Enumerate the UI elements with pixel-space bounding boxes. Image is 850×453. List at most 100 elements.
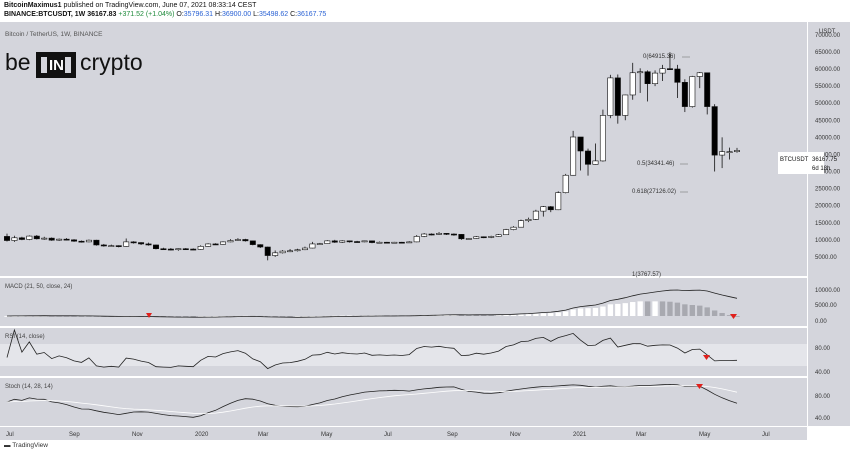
candle[interactable] [473, 236, 480, 239]
candle[interactable] [577, 136, 584, 171]
candle[interactable] [220, 241, 227, 245]
candle[interactable] [510, 226, 517, 231]
price-pane[interactable] [0, 22, 807, 276]
candle[interactable] [301, 246, 308, 251]
candle[interactable] [413, 235, 420, 243]
candle[interactable] [152, 244, 159, 250]
candle[interactable] [622, 94, 629, 121]
candle[interactable] [689, 75, 696, 108]
candle[interactable] [488, 235, 495, 239]
candle[interactable] [331, 239, 338, 243]
candle[interactable] [436, 231, 443, 235]
candle[interactable] [644, 70, 651, 102]
candle[interactable] [339, 240, 346, 243]
candle[interactable] [540, 206, 547, 217]
candle[interactable] [138, 242, 145, 245]
candle[interactable] [391, 241, 398, 244]
candle[interactable] [696, 72, 703, 89]
candle[interactable] [734, 147, 740, 153]
candle[interactable] [242, 238, 249, 242]
candle[interactable] [227, 239, 234, 243]
candle[interactable] [719, 137, 726, 169]
candle[interactable] [666, 52, 673, 70]
candle[interactable] [674, 64, 681, 99]
candle[interactable] [11, 235, 18, 242]
candle[interactable] [480, 236, 487, 239]
candle[interactable] [324, 240, 331, 244]
candle[interactable] [287, 249, 294, 253]
stoch-pane[interactable] [0, 378, 807, 426]
candle[interactable] [41, 236, 48, 240]
candle[interactable] [115, 245, 122, 248]
candle[interactable] [450, 233, 457, 236]
candle[interactable] [361, 240, 368, 243]
candle[interactable] [614, 74, 621, 124]
candle[interactable] [555, 191, 562, 211]
candle[interactable] [652, 70, 659, 87]
candle[interactable] [421, 233, 428, 238]
candle[interactable] [145, 242, 152, 246]
candle[interactable] [704, 72, 711, 115]
candle[interactable] [71, 239, 78, 242]
candle[interactable] [56, 238, 63, 241]
candle[interactable] [279, 250, 286, 254]
candle[interactable] [458, 234, 465, 240]
symbol-label[interactable]: BINANCE:BTCUSDT, 1W [4, 11, 86, 18]
candle[interactable] [562, 173, 569, 194]
candle[interactable] [406, 241, 413, 244]
chart-canvas[interactable]: Bitcoin / TetherUS, 1W, BINANCE be IN cr… [0, 22, 850, 440]
candle[interactable] [570, 130, 577, 176]
candle[interactable] [532, 209, 539, 221]
time-axis[interactable] [0, 427, 807, 440]
candle[interactable] [160, 247, 167, 251]
candle[interactable] [629, 62, 636, 100]
candle[interactable] [167, 248, 174, 251]
candle[interactable] [130, 241, 137, 244]
candle[interactable] [93, 239, 100, 246]
price-axis[interactable] [808, 22, 850, 426]
candle[interactable] [503, 228, 510, 236]
candle[interactable] [272, 250, 279, 257]
candle[interactable] [197, 245, 204, 250]
candle[interactable] [212, 243, 219, 246]
candle[interactable] [175, 248, 182, 251]
candle[interactable] [547, 206, 554, 213]
candle[interactable] [525, 217, 532, 223]
candle[interactable] [711, 104, 718, 172]
candle[interactable] [63, 238, 70, 241]
candle[interactable] [495, 234, 502, 237]
candle[interactable] [517, 219, 524, 228]
candle[interactable] [4, 233, 10, 242]
tradingview-brand[interactable]: TradingView [12, 442, 48, 449]
candle[interactable] [599, 109, 606, 162]
candle[interactable] [354, 240, 361, 243]
candle[interactable] [100, 243, 107, 247]
candle[interactable] [294, 248, 301, 252]
candle[interactable] [264, 246, 271, 261]
candle[interactable] [108, 244, 115, 247]
candle[interactable] [428, 233, 435, 236]
candle-series[interactable] [4, 52, 740, 261]
candle[interactable] [234, 238, 241, 241]
candle[interactable] [205, 243, 212, 247]
author-name[interactable]: BitcoinMaximus1 [4, 2, 62, 9]
candle[interactable] [249, 240, 256, 246]
candle[interactable] [18, 236, 25, 241]
candle[interactable] [383, 241, 390, 244]
macd-pane[interactable] [0, 278, 807, 326]
candle[interactable] [726, 147, 733, 160]
candle[interactable] [85, 239, 92, 243]
candle[interactable] [398, 241, 405, 244]
candle[interactable] [443, 233, 450, 236]
candle[interactable] [369, 240, 375, 244]
candle[interactable] [48, 237, 55, 241]
candle[interactable] [123, 238, 130, 247]
candle[interactable] [26, 235, 33, 241]
candle[interactable] [182, 248, 189, 251]
candle[interactable] [607, 74, 614, 119]
candle[interactable] [33, 235, 40, 240]
candle[interactable] [316, 242, 323, 245]
candle[interactable] [257, 244, 264, 249]
candle[interactable] [637, 68, 644, 93]
candle[interactable] [681, 79, 688, 113]
